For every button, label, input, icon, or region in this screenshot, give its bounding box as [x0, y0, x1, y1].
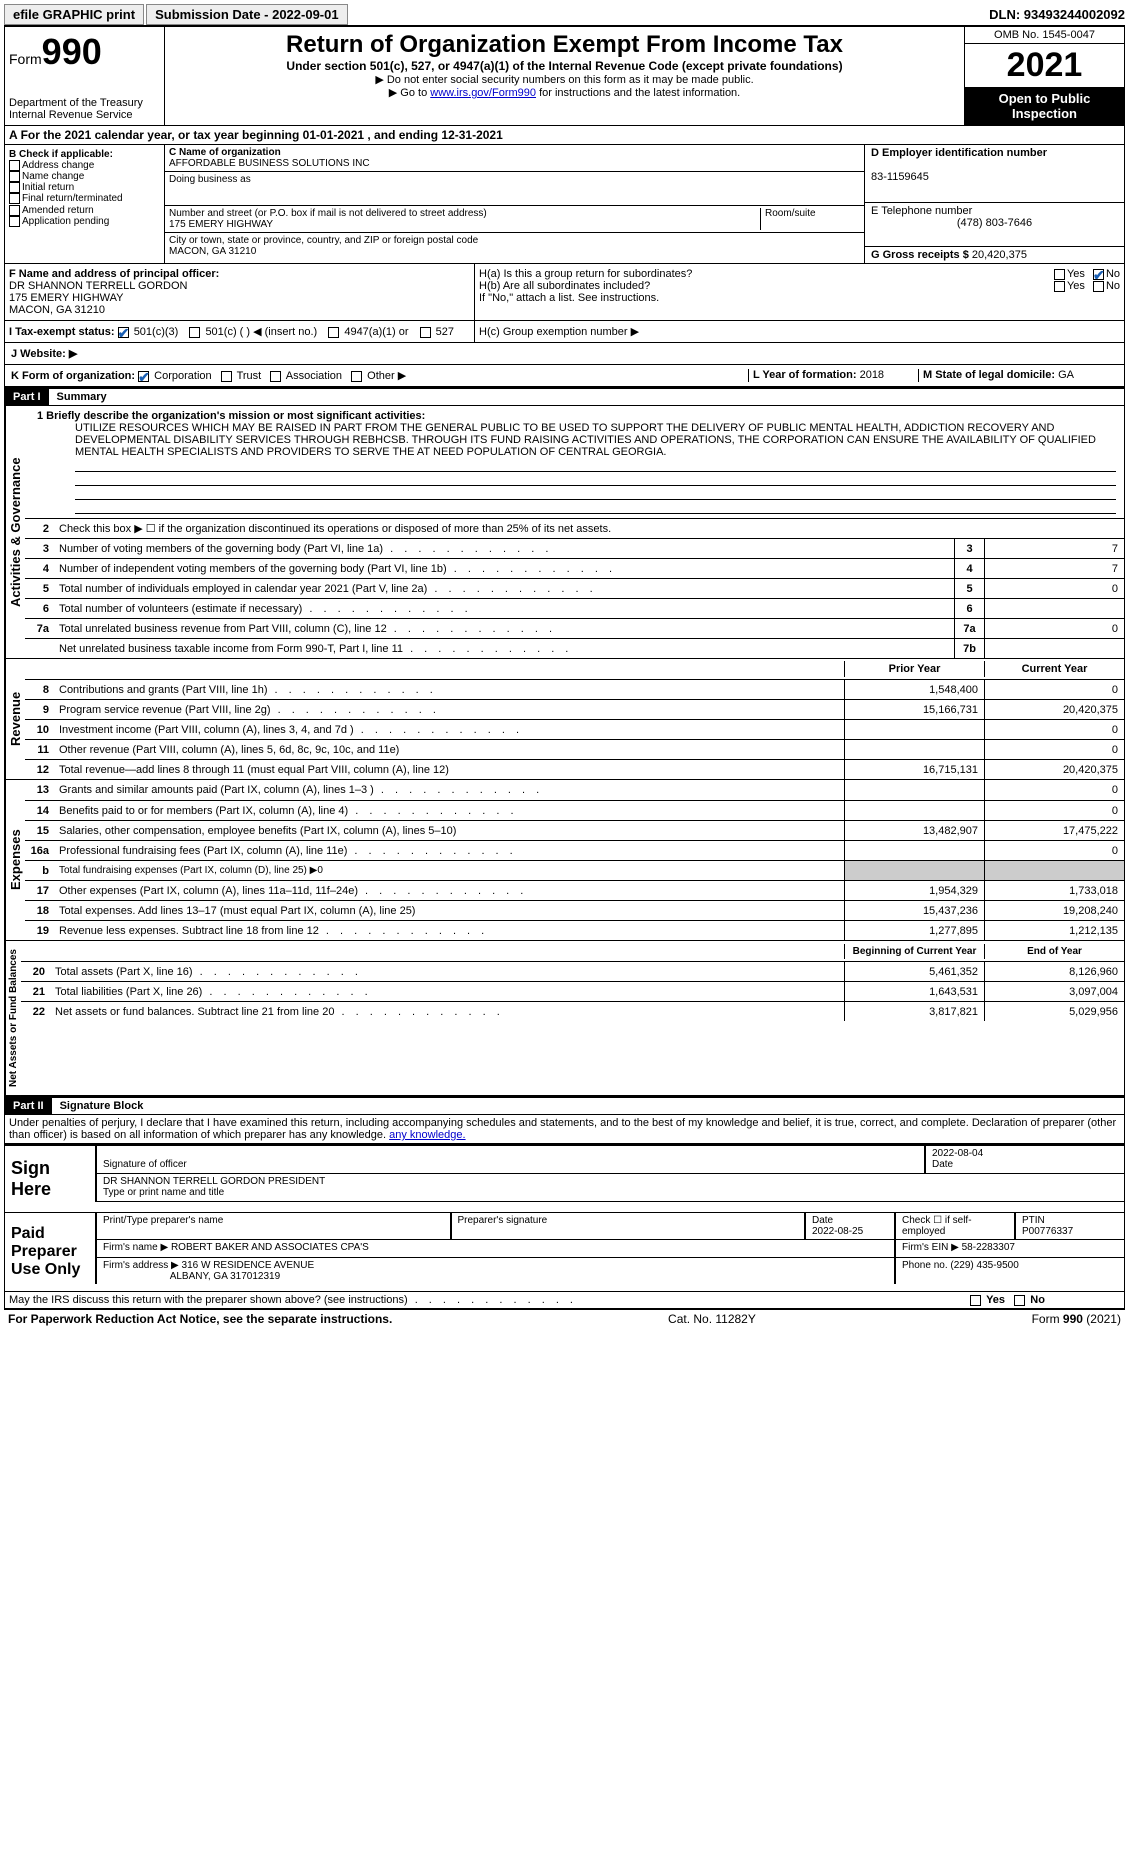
section-b: B Check if applicable: Address change Na…: [5, 145, 165, 263]
checkbox-discuss-no[interactable]: [1014, 1295, 1025, 1306]
checkbox-assoc[interactable]: [270, 371, 281, 382]
checkbox-hb-yes[interactable]: [1054, 281, 1065, 292]
form-subtitle: Under section 501(c), 527, or 4947(a)(1)…: [169, 59, 960, 73]
checkbox-other[interactable]: [351, 371, 362, 382]
checkbox-527[interactable]: [420, 327, 431, 338]
omb-number: OMB No. 1545-0047: [965, 27, 1124, 44]
checkbox-application-pending[interactable]: [9, 216, 20, 227]
checkbox-initial-return[interactable]: [9, 182, 20, 193]
perjury-statement: Under penalties of perjury, I declare th…: [4, 1115, 1125, 1144]
section-deg: D Employer identification number 83-1159…: [864, 145, 1124, 263]
entity-block: B Check if applicable: Address change Na…: [4, 145, 1125, 264]
section-activities-governance: Activities & Governance: [5, 406, 25, 658]
officer-name: DR SHANNON TERRELL GORDON: [9, 280, 187, 292]
form-title: Return of Organization Exempt From Incom…: [169, 31, 960, 59]
form-word: Form: [9, 51, 42, 67]
section-expenses: Expenses: [5, 780, 25, 940]
checkbox-name-change[interactable]: [9, 171, 20, 182]
form-number: 990: [42, 31, 102, 72]
checkbox-trust[interactable]: [221, 371, 232, 382]
section-net-assets: Net Assets or Fund Balances: [5, 941, 21, 1095]
tax-year: 2021: [965, 44, 1124, 87]
phone: (478) 803-7646: [871, 217, 1118, 229]
officer-sig-name: DR SHANNON TERRELL GORDON PRESIDENT: [103, 1176, 325, 1187]
gross-receipts: 20,420,375: [972, 249, 1027, 261]
checkbox-address-change[interactable]: [9, 160, 20, 171]
any-knowledge-link[interactable]: any knowledge.: [389, 1129, 465, 1141]
part2-header: Part II: [5, 1098, 52, 1114]
submission-date: Submission Date - 2022-09-01: [146, 4, 348, 25]
org-city: MACON, GA 31210: [169, 246, 256, 257]
section-c: C Name of organization AFFORDABLE BUSINE…: [165, 145, 864, 263]
dept-treasury: Department of the Treasury: [9, 97, 160, 109]
checkbox-4947[interactable]: [328, 327, 339, 338]
ein: 83-1159645: [871, 171, 929, 183]
paid-preparer-block: Paid Preparer Use Only Print/Type prepar…: [4, 1213, 1125, 1292]
checkbox-ha-yes[interactable]: [1054, 269, 1065, 280]
sign-here-block: Sign Here Signature of officer 2022-08-0…: [4, 1144, 1125, 1213]
irs-link[interactable]: www.irs.gov/Form990: [430, 87, 536, 99]
period-row: A For the 2021 calendar year, or tax yea…: [4, 126, 1125, 145]
form-header: Form990 Department of the Treasury Inter…: [4, 25, 1125, 126]
dln: DLN: 93493244002092: [989, 7, 1125, 22]
org-street: 175 EMERY HIGHWAY: [169, 219, 273, 230]
section-revenue: Revenue: [5, 659, 25, 779]
irs-label: Internal Revenue Service: [9, 109, 160, 121]
efile-label: efile GRAPHIC print: [4, 4, 144, 25]
checkbox-501c3[interactable]: [118, 327, 129, 338]
part1-header: Part I: [5, 389, 49, 405]
footer: For Paperwork Reduction Act Notice, see …: [4, 1309, 1125, 1328]
fgh-row: F Name and address of principal officer:…: [4, 264, 1125, 321]
form-note1: ▶ Do not enter social security numbers o…: [169, 73, 960, 86]
form-note2: ▶ Go to www.irs.gov/Form990 for instruct…: [169, 86, 960, 99]
checkbox-corp[interactable]: [138, 371, 149, 382]
mission-text: UTILIZE RESOURCES WHICH MAY BE RAISED IN…: [75, 422, 1116, 458]
checkbox-final-return[interactable]: [9, 193, 20, 204]
checkbox-discuss-yes[interactable]: [970, 1295, 981, 1306]
checkbox-501c[interactable]: [189, 327, 200, 338]
checkbox-amended-return[interactable]: [9, 205, 20, 216]
top-bar: efile GRAPHIC print Submission Date - 20…: [4, 4, 1125, 25]
checkbox-ha-no[interactable]: [1093, 269, 1104, 280]
org-name: AFFORDABLE BUSINESS SOLUTIONS INC: [169, 158, 370, 169]
open-to-public: Open to Public Inspection: [965, 87, 1124, 125]
